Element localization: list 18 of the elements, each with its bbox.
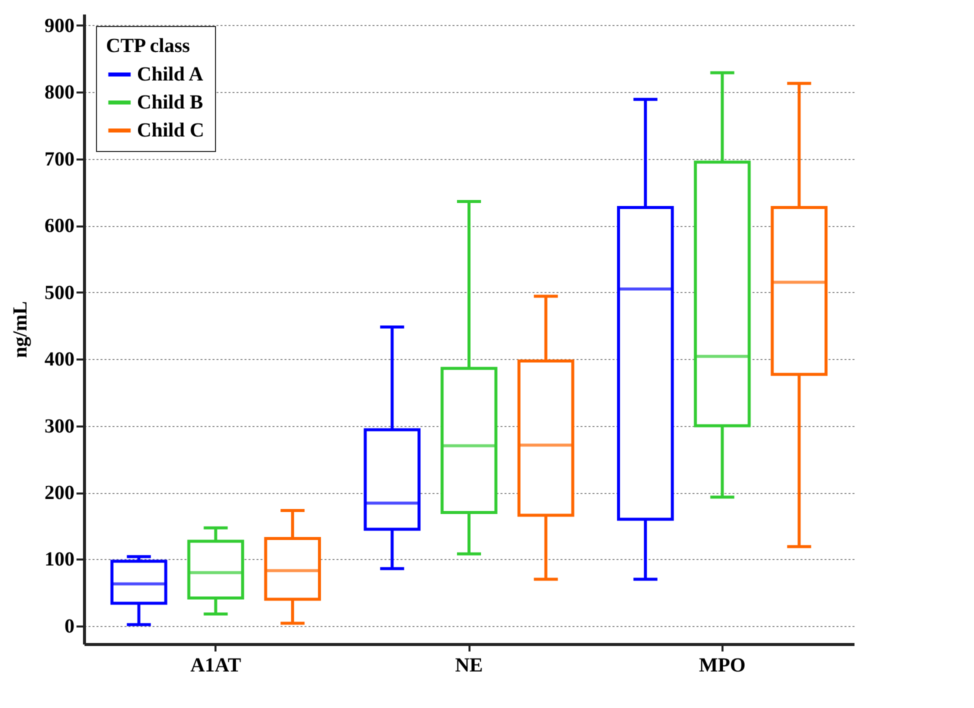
legend-title: CTP class	[106, 35, 190, 57]
y-axis-title: ng/mL	[10, 301, 32, 358]
x-tick-label: NE	[455, 654, 483, 676]
y-tick-label: 0	[64, 615, 74, 638]
legend-label: Child B	[137, 92, 204, 114]
x-tick-label: A1AT	[190, 654, 242, 676]
y-tick-label: 500	[44, 282, 74, 304]
y-tick-label: 800	[44, 82, 74, 104]
y-tick-label: 100	[44, 548, 74, 571]
y-tick-label: 300	[44, 415, 74, 438]
y-tick-label: 200	[44, 482, 74, 504]
y-tick-label: 600	[44, 215, 74, 238]
x-tick-label: MPO	[698, 654, 746, 676]
y-tick-label: 700	[44, 148, 74, 170]
y-tick-label: 400	[44, 348, 74, 371]
legend-label: Child A	[137, 64, 204, 86]
legend-label: Child C	[137, 120, 204, 142]
y-tick-label: 900	[44, 14, 74, 37]
